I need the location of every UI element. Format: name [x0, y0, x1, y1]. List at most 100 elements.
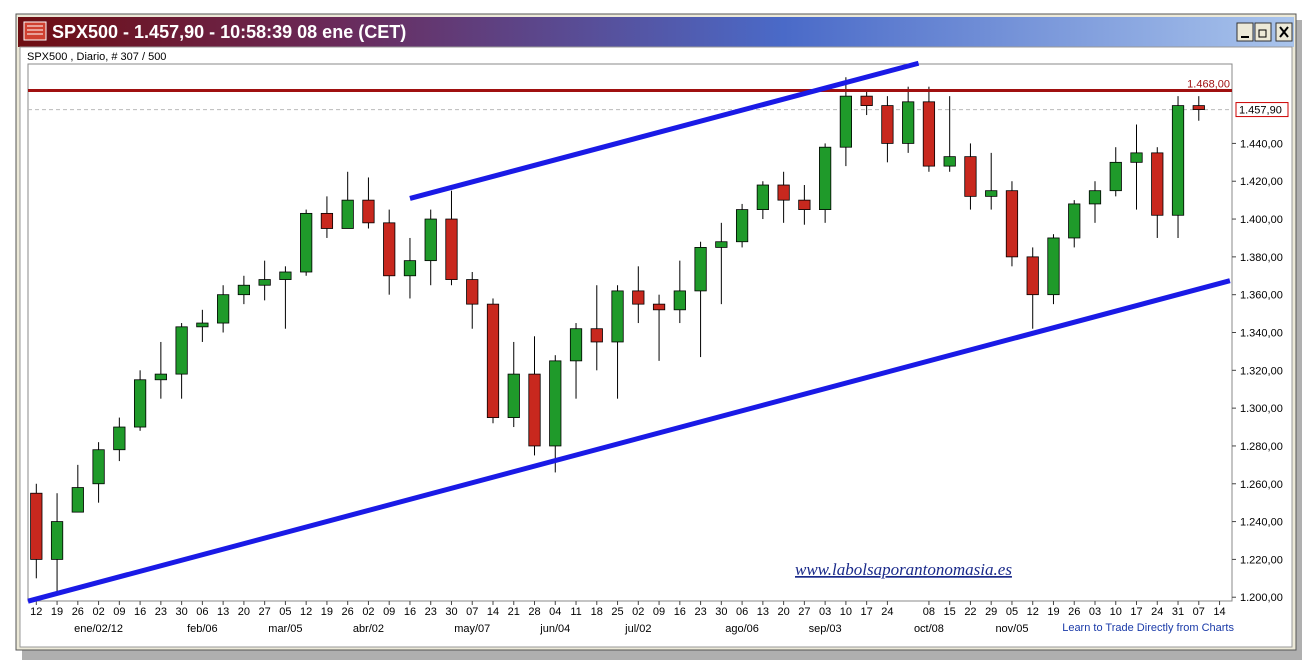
- minimize-button[interactable]: [1236, 22, 1254, 42]
- x-tick-label: 13: [217, 606, 229, 618]
- candle-body: [279, 271, 292, 280]
- y-tick-label: 1.220,00: [1240, 554, 1283, 566]
- candle-body: [1047, 237, 1060, 296]
- window-buttons[interactable]: [1236, 22, 1293, 42]
- candle-body: [902, 101, 915, 144]
- month-label: nov/05: [995, 623, 1028, 635]
- x-tick-label: 07: [1193, 606, 1205, 618]
- x-tick-label: 25: [611, 606, 623, 618]
- y-tick-label: 1.320,00: [1240, 365, 1283, 377]
- x-tick-label: 03: [819, 606, 831, 618]
- chart-subtitle: SPX500 , Diario, # 307 / 500: [27, 51, 166, 63]
- candle-body: [756, 184, 769, 210]
- candle-body: [320, 212, 334, 229]
- candle-body: [445, 218, 458, 280]
- candle-body: [1005, 190, 1019, 258]
- candle-body: [735, 209, 749, 243]
- candle-body: [798, 199, 811, 210]
- restore-button[interactable]: [1254, 22, 1272, 42]
- x-tick-label: 31: [1172, 606, 1184, 618]
- candle-body: [860, 95, 873, 106]
- y-tick-label: 1.380,00: [1240, 252, 1283, 264]
- month-label: ago/06: [725, 623, 759, 635]
- x-tick-label: 07: [466, 606, 478, 618]
- x-tick-label: 22: [964, 606, 976, 618]
- title-icon: [23, 21, 47, 41]
- candle-body: [507, 373, 520, 418]
- watermark-link[interactable]: www.labolsaporantonomasia.es: [795, 560, 1012, 579]
- candle-body: [154, 373, 167, 381]
- candle-body: [943, 156, 956, 167]
- candle-body: [258, 279, 271, 286]
- x-tick-label: 06: [736, 606, 748, 618]
- candle-body: [113, 426, 126, 451]
- y-tick-label: 1.340,00: [1240, 328, 1283, 340]
- candle-body: [1109, 161, 1122, 192]
- x-tick-label: 26: [1068, 606, 1080, 618]
- candle-body: [1130, 152, 1143, 163]
- x-tick-label: 17: [1130, 606, 1142, 618]
- x-tick-label: 12: [1027, 606, 1039, 618]
- x-tick-label: 02: [362, 606, 374, 618]
- candle-body: [175, 326, 188, 375]
- x-tick-label: 02: [92, 606, 104, 618]
- month-label: feb/06: [187, 623, 218, 635]
- x-tick-label: 30: [175, 606, 187, 618]
- x-tick-label: 19: [321, 606, 333, 618]
- candle-body: [985, 190, 998, 197]
- x-tick-label: 21: [508, 606, 520, 618]
- x-tick-label: 18: [591, 606, 603, 618]
- candle-body: [964, 156, 977, 197]
- candle-body: [694, 247, 707, 292]
- candle-body: [92, 449, 105, 485]
- x-tick-label: 05: [1006, 606, 1018, 618]
- x-tick-label: 04: [549, 606, 561, 618]
- candle-body: [652, 303, 666, 311]
- month-label: jul/02: [624, 623, 651, 635]
- x-tick-label: 12: [30, 606, 42, 618]
- candle-body: [362, 199, 375, 224]
- title-bar: [18, 17, 1294, 47]
- candle-body: [237, 284, 250, 296]
- candle-body: [922, 101, 936, 167]
- x-tick-label: 09: [653, 606, 665, 618]
- window-title: SPX500 - 1.457,90 - 10:58:39 08 ene (CET…: [52, 22, 406, 42]
- x-tick-label: 30: [445, 606, 457, 618]
- x-tick-label: 27: [798, 606, 810, 618]
- x-tick-label: 08: [923, 606, 935, 618]
- x-tick-label: 26: [72, 606, 84, 618]
- candle-body: [424, 218, 437, 262]
- x-tick-label: 02: [632, 606, 644, 618]
- x-tick-label: 09: [113, 606, 125, 618]
- y-tick-label: 1.360,00: [1240, 290, 1283, 302]
- candle-body: [1171, 105, 1185, 216]
- candle-body: [632, 290, 645, 305]
- footer-link[interactable]: Learn to Trade Directly from Charts: [1062, 622, 1234, 634]
- candle-body: [1026, 256, 1039, 296]
- month-label: mar/05: [268, 623, 302, 635]
- candle-body: [196, 322, 209, 328]
- candle-body: [569, 328, 583, 362]
- candle-body: [673, 290, 686, 311]
- x-tick-label: 13: [757, 606, 769, 618]
- y-tick-label: 1.200,00: [1240, 592, 1283, 604]
- x-tick-label: 17: [861, 606, 873, 618]
- candle-body: [611, 290, 624, 343]
- candle-body: [71, 487, 84, 513]
- candle-body: [300, 212, 313, 273]
- x-tick-label: 20: [777, 606, 789, 618]
- month-label: abr/02: [353, 623, 384, 635]
- x-tick-label: 05: [279, 606, 291, 618]
- candle-body: [341, 199, 354, 229]
- x-tick-label: 06: [196, 606, 208, 618]
- x-tick-label: 12: [300, 606, 312, 618]
- x-tick-label: 10: [1110, 606, 1122, 618]
- level-label: 1.468,00: [1187, 78, 1230, 90]
- x-tick-label: 16: [134, 606, 146, 618]
- last-price-box: [1235, 102, 1289, 118]
- x-tick-label: 29: [985, 606, 997, 618]
- x-tick-label: 24: [881, 606, 893, 618]
- x-tick-label: 26: [342, 606, 354, 618]
- x-tick-label: 27: [259, 606, 271, 618]
- y-tick-label: 1.420,00: [1240, 176, 1283, 188]
